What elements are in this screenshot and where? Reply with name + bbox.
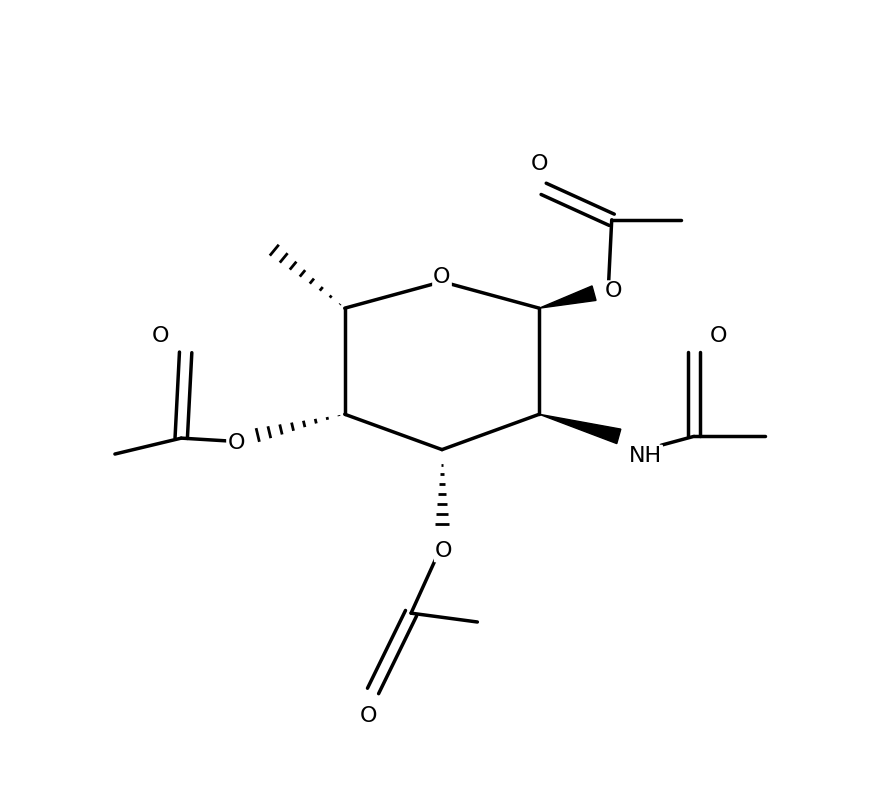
Polygon shape <box>539 415 621 444</box>
Text: O: O <box>605 282 622 302</box>
Text: O: O <box>530 154 548 174</box>
Text: O: O <box>435 541 453 561</box>
Text: O: O <box>433 267 451 287</box>
Polygon shape <box>539 286 596 308</box>
Text: O: O <box>360 706 377 726</box>
Text: O: O <box>710 326 728 346</box>
Text: NH: NH <box>629 446 662 466</box>
Text: O: O <box>227 433 245 453</box>
Text: O: O <box>152 326 170 346</box>
